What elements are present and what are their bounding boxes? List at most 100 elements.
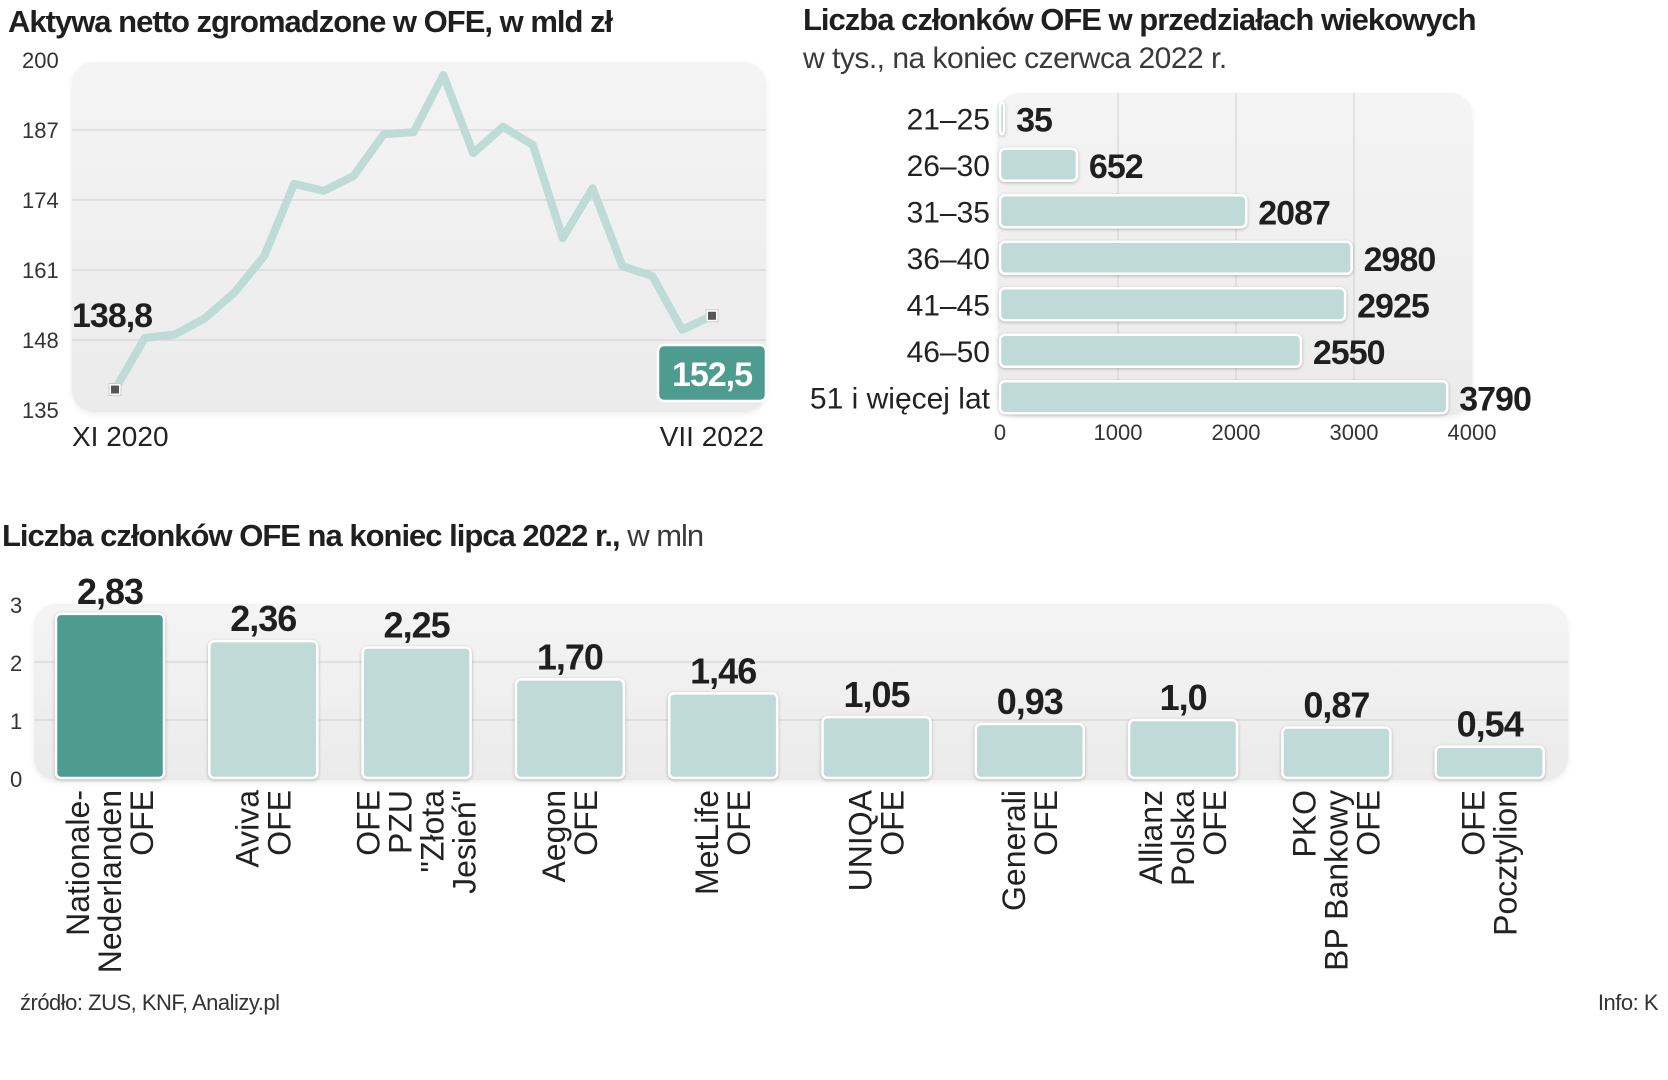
value-label: 2,36 xyxy=(230,598,296,639)
y-tick-label: 187 xyxy=(22,118,59,143)
category-label-line: OFE xyxy=(351,790,387,856)
bar xyxy=(821,715,932,780)
bar xyxy=(998,240,1353,275)
category-label-line: MetLife xyxy=(689,790,725,895)
end-value-label: 152,5 xyxy=(672,356,752,394)
bar xyxy=(998,194,1248,229)
value-label: 0,87 xyxy=(1303,685,1369,726)
start-value-label: 138,8 xyxy=(72,297,152,335)
bar xyxy=(361,646,472,780)
category-label-line: OFE xyxy=(1028,790,1064,856)
line-chart-title: Aktywa netto zgromadzone w OFE, w mld zł xyxy=(8,4,613,39)
credit-note: Info: K xyxy=(1597,990,1659,1015)
category-label-line: OFE xyxy=(1350,790,1386,856)
age-chart-title: Liczba członków OFE w przedziałach wieko… xyxy=(803,2,1477,37)
bar xyxy=(1281,726,1392,780)
y-tick-label: 200 xyxy=(22,48,59,73)
category-label: 36–40 xyxy=(907,243,990,276)
value-label: 1,70 xyxy=(537,636,603,677)
category-label-line: UNIQA xyxy=(843,789,879,891)
value-label: 2980 xyxy=(1364,241,1436,279)
value-label: 0,93 xyxy=(997,681,1063,722)
x-tick-label: 3000 xyxy=(1330,420,1379,445)
members-chart-title: Liczba członków OFE na koniec lipca 2022… xyxy=(2,518,704,554)
y-tick-label: 3 xyxy=(10,593,22,618)
source-note: źródło: ZUS, KNF, Analizy.pl xyxy=(20,990,280,1015)
y-tick-label: 161 xyxy=(22,258,59,283)
x-tick-label: 1000 xyxy=(1094,420,1143,445)
age-bar-chart: 0 1000 2000 3000 4000 21–25 35 26–30 652 31–35 208… xyxy=(810,93,1532,445)
members-chart-title-unit: w mln xyxy=(627,518,704,553)
category-label-line: OFE xyxy=(721,790,757,856)
value-label: 1,46 xyxy=(690,650,756,691)
category-label: 31–35 xyxy=(907,196,990,229)
value-label: 35 xyxy=(1016,101,1052,139)
members-chart-title-main: Liczba członków OFE na koniec lipca 2022… xyxy=(2,518,621,553)
bar xyxy=(998,147,1079,182)
category-label: 46–50 xyxy=(907,336,990,369)
y-tick-label: 1 xyxy=(10,709,22,734)
y-tick-label: 174 xyxy=(22,188,59,213)
y-tick-label: 135 xyxy=(22,398,59,423)
category-label-line: Aegon xyxy=(536,790,572,883)
value-label: 1,05 xyxy=(843,674,910,715)
y-tick-label: 0 xyxy=(10,767,22,792)
age-chart-subtitle: w tys., na koniec czerwca 2022 r. xyxy=(803,42,1227,75)
x-tick-label: 2000 xyxy=(1212,420,1261,445)
x-tick-label: 4000 xyxy=(1448,420,1497,445)
category-label: 21–25 xyxy=(907,103,990,136)
category-label-line: Polska xyxy=(1165,790,1201,886)
category-label-line: Pocztylion xyxy=(1488,790,1524,936)
category-label-line: Generali xyxy=(996,790,1032,911)
category-label-line: OFE xyxy=(1197,790,1233,856)
start-marker xyxy=(111,385,119,394)
category-label-line: Nationale- xyxy=(60,790,96,936)
value-label: 2925 xyxy=(1357,287,1429,325)
bar xyxy=(514,678,626,780)
category-label: 51 i więcej lat xyxy=(810,382,991,415)
category-label-line: "Złota xyxy=(415,790,451,873)
category-label: 26–30 xyxy=(907,150,990,183)
y-tick-label: 148 xyxy=(22,328,59,353)
category-label-line: OFE xyxy=(1456,790,1492,856)
value-label: 2,83 xyxy=(77,571,143,612)
series-line xyxy=(111,71,716,394)
bar xyxy=(998,287,1347,322)
bar xyxy=(998,101,1006,136)
value-label: 652 xyxy=(1089,148,1143,186)
category-label-line: OFE xyxy=(875,790,911,856)
category-label-line: OFE xyxy=(124,790,160,856)
value-label: 3790 xyxy=(1459,380,1531,418)
x-tick-label-end: VII 2022 xyxy=(660,421,764,452)
bar xyxy=(208,639,319,780)
bar xyxy=(54,612,166,780)
value-label: 0,54 xyxy=(1457,704,1524,745)
end-value-badge xyxy=(656,343,768,403)
category-label-line: Nederlanden xyxy=(92,790,128,973)
x-tick-label: 0 xyxy=(994,420,1006,445)
category-label-line: PZU xyxy=(383,790,419,854)
bar xyxy=(998,380,1449,415)
bar xyxy=(667,692,779,780)
bar xyxy=(1434,745,1545,780)
value-label: 1,0 xyxy=(1160,677,1207,718)
category-label-line: OFE xyxy=(568,790,604,856)
category-label: 41–45 xyxy=(907,289,990,322)
category-label-line: Allianz xyxy=(1133,790,1169,884)
bar xyxy=(974,722,1086,780)
category-label-line: PKO xyxy=(1286,790,1322,858)
value-label: 2550 xyxy=(1313,334,1385,372)
x-tick-label-start: XI 2020 xyxy=(72,421,169,452)
value-label: 2,25 xyxy=(384,605,451,646)
y-tick-label: 2 xyxy=(10,651,22,676)
